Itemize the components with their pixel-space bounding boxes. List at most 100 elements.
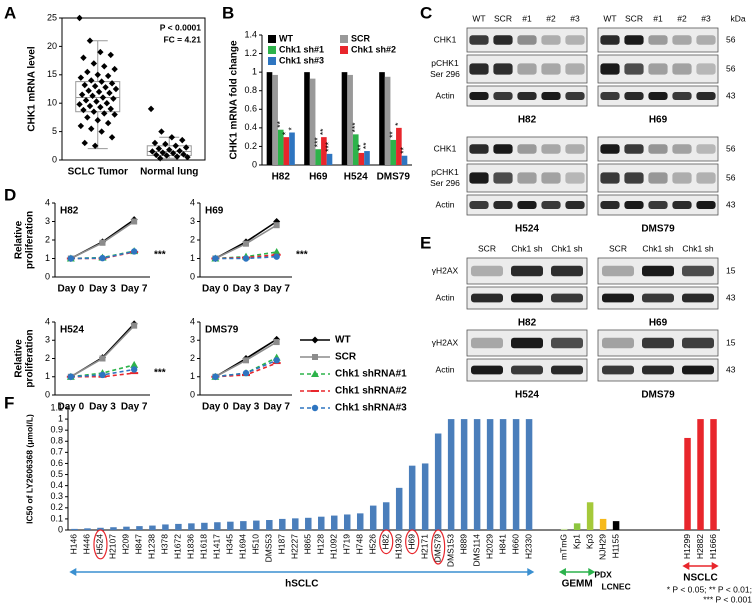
point — [97, 103, 104, 111]
point — [149, 148, 156, 155]
kda-label: 56 — [726, 172, 736, 182]
bar — [421, 463, 429, 530]
point — [180, 151, 187, 158]
bar — [390, 139, 397, 165]
x-tick-label: Day 0 — [57, 284, 84, 295]
point — [99, 371, 106, 379]
band — [471, 265, 503, 277]
x-tick-label: H1238 — [147, 534, 157, 559]
band — [682, 337, 714, 349]
x-tick-label: H69 — [309, 172, 328, 183]
bar — [292, 518, 299, 530]
significance: ** — [399, 146, 409, 153]
panel-letter: C — [420, 3, 432, 22]
band — [541, 92, 561, 100]
legend-marker — [311, 370, 319, 377]
band — [517, 35, 537, 45]
y-tick-label: 4 — [190, 197, 195, 207]
bar — [358, 152, 365, 165]
band — [648, 63, 668, 75]
band — [493, 92, 513, 100]
legend-label: Chk1 shRNA#3 — [335, 403, 407, 414]
point — [91, 82, 99, 90]
point — [106, 89, 113, 97]
legend-swatch — [268, 35, 276, 43]
point — [80, 106, 87, 114]
row-label: Actin — [436, 364, 455, 374]
band — [642, 265, 674, 277]
point — [131, 322, 138, 329]
band — [565, 63, 585, 75]
point — [173, 153, 181, 160]
point — [155, 145, 163, 152]
x-tick-label: H1836 — [186, 534, 196, 559]
band — [624, 201, 644, 209]
point — [85, 87, 92, 94]
chart-title: DMS79 — [205, 325, 239, 336]
significance: ** — [318, 128, 328, 135]
band — [648, 144, 668, 154]
x-tick-label: H1672 — [173, 534, 183, 559]
bar — [573, 523, 581, 530]
band — [682, 293, 714, 303]
band — [600, 201, 620, 209]
band — [551, 337, 583, 349]
bar — [84, 528, 91, 530]
significance: ** — [356, 144, 366, 151]
chart-title: H82 — [60, 206, 79, 217]
x-tick-label: H2171 — [419, 534, 429, 559]
legend-label: WT — [279, 33, 293, 43]
significance: * — [286, 127, 296, 131]
band — [469, 63, 489, 75]
bar — [305, 517, 312, 530]
footnote: * P < 0.05; ** P < 0.01; — [667, 584, 752, 594]
x-tick-label: H187 — [277, 534, 287, 555]
highlight-circle — [431, 529, 446, 565]
y-tick-label: 3 — [45, 216, 50, 226]
band — [672, 201, 692, 209]
point — [242, 369, 250, 377]
bar — [304, 72, 310, 165]
significance: ** — [361, 142, 371, 149]
y-tick-label: 0.5 — [50, 469, 63, 479]
bar — [586, 502, 594, 530]
point — [111, 111, 118, 118]
arrow-head — [711, 562, 719, 570]
bar — [149, 525, 156, 530]
band — [682, 365, 714, 375]
band — [696, 172, 716, 184]
bar — [162, 524, 169, 530]
y-tick-label: 0.3 — [50, 491, 63, 501]
cell-line-label: H524 — [515, 390, 539, 401]
y-tick-label: 1 — [45, 253, 50, 263]
y-tick-label: 0.8 — [244, 85, 257, 95]
point — [110, 95, 117, 102]
point — [184, 153, 191, 161]
point — [98, 128, 105, 135]
y-tick-label: 2 — [190, 234, 195, 244]
y-tick-label: 10 — [47, 98, 57, 108]
point — [101, 110, 108, 117]
x-tick-label: H2330 — [523, 534, 533, 559]
bar — [560, 528, 568, 530]
lane-label: #2 — [677, 13, 687, 23]
group-label: NSCLC — [683, 573, 717, 584]
point — [112, 85, 120, 93]
bar — [71, 528, 78, 530]
y-axis-label: Relative — [14, 220, 25, 259]
y-tick-label: 0.9 — [50, 425, 63, 435]
y-axis-label: CHK1 mRNA level — [27, 46, 38, 131]
lane-label: SCR — [609, 243, 627, 253]
significance: *** — [350, 122, 360, 133]
bar — [460, 419, 468, 530]
band — [672, 172, 692, 184]
x-tick-label: H82 — [380, 534, 390, 550]
y-tick-label: 1 — [190, 371, 195, 381]
band — [624, 63, 644, 75]
y-tick-label: 20 — [47, 41, 57, 51]
band — [602, 293, 634, 303]
band — [600, 172, 620, 184]
point — [88, 77, 95, 84]
x-tick-label: H865 — [303, 534, 313, 555]
bar — [188, 523, 195, 530]
